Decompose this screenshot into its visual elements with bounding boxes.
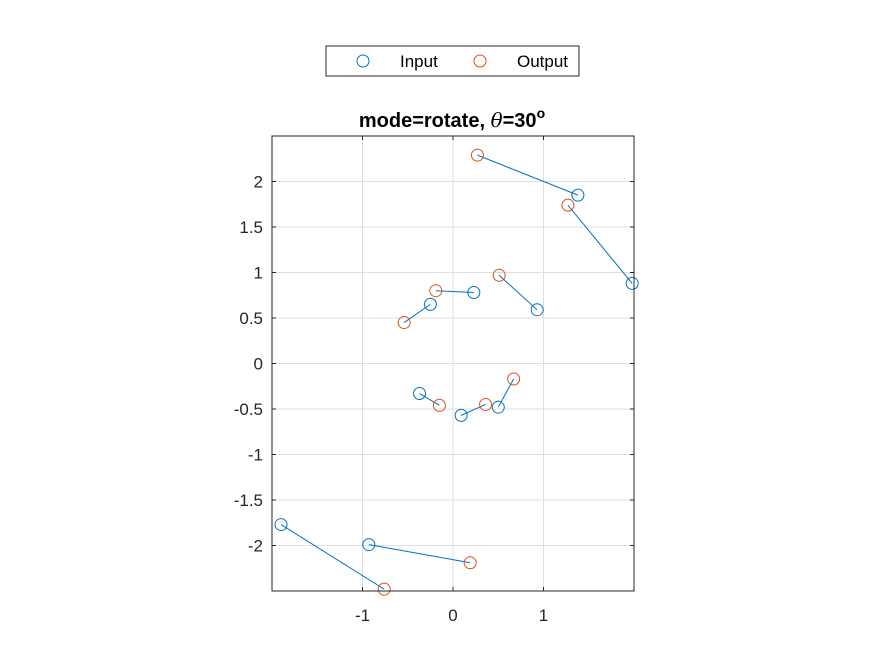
- title-superscript: o: [537, 105, 546, 121]
- legend-marker-output: [473, 54, 487, 68]
- x-tick-label: 1: [539, 606, 548, 625]
- y-tick-label: 0.5: [239, 309, 263, 328]
- y-tick-label: -1: [248, 446, 263, 465]
- output-point: [429, 284, 443, 298]
- y-tick-label: 0: [254, 355, 263, 374]
- connector-line: [419, 393, 440, 406]
- y-tick-label: -0.5: [234, 400, 263, 419]
- output-point: [479, 397, 493, 411]
- x-tick-label: 0: [448, 606, 457, 625]
- input-point: [454, 408, 468, 422]
- chart-title: mode=rotate, θ=30o: [359, 105, 545, 132]
- legend-marker-input: [356, 54, 370, 68]
- output-point: [561, 198, 575, 212]
- legend-box: [325, 45, 580, 77]
- input-point: [530, 303, 544, 317]
- output-point: [377, 582, 391, 596]
- y-tick-label: 1: [254, 264, 263, 283]
- legend-label-input: Input: [400, 52, 438, 71]
- x-tick-labels: -1 0 1: [355, 606, 548, 625]
- connector-line: [403, 303, 431, 323]
- input-point: [362, 538, 376, 552]
- legend-label-output: Output: [517, 52, 568, 71]
- grid: [272, 136, 634, 591]
- input-point: [491, 400, 505, 414]
- input-point: [413, 387, 427, 401]
- connector-line: [460, 403, 486, 416]
- connector-line: [280, 524, 385, 590]
- output-point: [492, 268, 506, 282]
- title-theta: θ: [491, 108, 503, 132]
- input-point: [571, 188, 585, 202]
- output-point: [507, 372, 521, 386]
- y-tick-label: 1.5: [239, 218, 263, 237]
- title-prefix: mode=rotate,: [359, 110, 491, 132]
- y-tick-labels: -2 -1.5 -1 -0.5 0 0.5 1 1.5 2: [234, 173, 263, 556]
- connector-line: [498, 274, 538, 311]
- markers: [274, 148, 639, 596]
- output-point: [397, 316, 411, 330]
- x-tick-label: -1: [355, 606, 370, 625]
- output-point: [470, 148, 484, 162]
- tick-marks: [272, 136, 634, 591]
- output-point: [463, 556, 477, 570]
- connector-line: [477, 154, 579, 196]
- plot-area: -1 0 1 -2 -1.5 -1 -0.5 0 0.5 1 1.5 2: [234, 135, 639, 625]
- connector-lines: [280, 154, 633, 590]
- connector-line: [497, 378, 515, 408]
- input-point: [625, 276, 639, 290]
- y-tick-label: 2: [254, 173, 263, 192]
- connector-line: [567, 204, 633, 284]
- input-point: [423, 297, 437, 311]
- title-suffix: =30: [503, 110, 537, 132]
- y-tick-label: -1.5: [234, 491, 263, 510]
- output-point: [432, 398, 446, 412]
- y-tick-label: -2: [248, 537, 263, 556]
- legend: Input Output: [325, 45, 580, 77]
- connector-line: [368, 544, 471, 564]
- input-point: [467, 286, 481, 300]
- input-point: [274, 518, 288, 532]
